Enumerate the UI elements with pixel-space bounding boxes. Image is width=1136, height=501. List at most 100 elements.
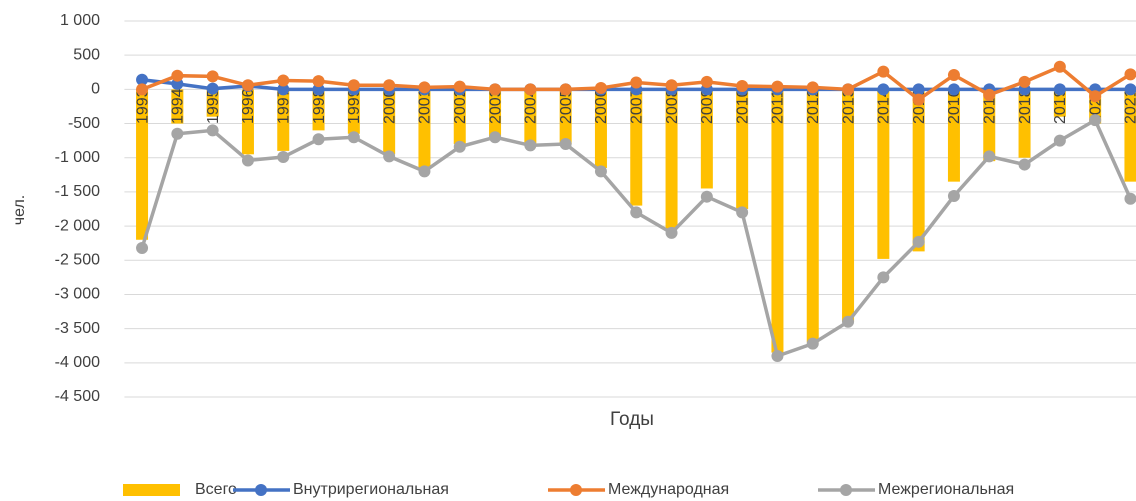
y-tick-label: 500 [73,46,100,63]
marker [877,65,890,78]
legend-label: Межрегиональная [878,481,1014,498]
x-tick-label: 2009 [699,88,716,124]
x-tick-label: 2006 [593,88,610,124]
bar [277,89,290,151]
bar [877,89,890,259]
marker [489,83,502,96]
marker [912,93,925,106]
y-tick-label: -2 000 [55,217,100,234]
y-tick-label: -3 000 [55,286,100,303]
y-tick-label: -4 000 [55,354,100,371]
marker [489,131,502,144]
marker [842,315,855,328]
bar [136,89,149,240]
legend-label: Международная [608,481,729,498]
x-tick-label: 1995 [205,88,222,124]
x-tick-label: 2010 [734,88,751,124]
marker [206,124,219,137]
marker [947,190,960,203]
marker [947,69,960,82]
x-tick-label: 2005 [558,88,575,124]
bar [524,89,537,145]
x-tick-label: 2001 [417,88,434,124]
marker [630,206,643,219]
y-tick-label: -2 500 [55,251,100,268]
x-tick-label: 2008 [664,88,681,124]
marker [912,83,925,96]
x-tick-label: 1997 [275,88,292,124]
bar [1124,89,1136,182]
y-tick-label: -4 500 [55,388,100,405]
marker [136,241,149,254]
marker [171,69,184,82]
bar [736,89,749,209]
x-tick-label: 2007 [628,88,645,124]
x-tick-label: 2012 [805,88,822,124]
marker [383,150,396,163]
x-tick-label: 1999 [346,88,363,124]
marker [1018,75,1031,88]
bar [947,89,960,182]
marker [312,133,325,146]
x-tick-label: 2002 [452,88,469,124]
x-tick-label: 2016 [946,88,963,124]
marker [277,74,290,87]
marker [559,83,572,96]
marker [947,83,960,96]
marker [1124,68,1136,81]
marker [453,80,466,93]
x-tick-label: 2000 [381,88,398,124]
marker [1124,83,1136,96]
marker [136,73,149,86]
y-tick-label: -1 000 [55,149,100,166]
marker [206,82,219,95]
legend-label: Всего [195,481,237,498]
marker [912,235,925,248]
marker [453,140,466,153]
bar [453,89,466,145]
marker [1053,60,1066,73]
x-tick-label: 1994 [170,88,187,124]
marker [1018,158,1031,171]
y-tick-label: 1 000 [60,12,100,29]
bar [312,89,325,131]
marker [594,81,607,94]
x-tick-label: 1993 [134,88,151,124]
bar [700,89,713,189]
bar [630,89,643,206]
marker [418,81,431,94]
bar [559,89,572,145]
x-tick-label: 1996 [240,88,257,124]
marker [277,83,290,96]
y-axis-label: чел. [11,195,28,225]
legend-swatch [255,484,267,496]
marker [312,83,325,96]
x-tick-label: 2003 [487,88,504,124]
marker [524,139,537,152]
bar [983,89,996,162]
bar [489,89,502,138]
marker [171,127,184,140]
x-tick-label: 2018 [1017,88,1034,124]
marker [171,77,184,90]
marker [241,79,254,92]
marker [206,70,219,83]
marker [1053,134,1066,147]
x-tick-label: 1998 [311,88,328,124]
bar [912,89,925,252]
marker [1053,83,1066,96]
bar [206,89,219,117]
marker [842,83,855,96]
marker [347,79,360,92]
marker [771,80,784,93]
marker [312,75,325,88]
bar [842,89,855,322]
marker [771,349,784,362]
x-tick-label: 2014 [876,88,893,124]
marker [806,81,819,94]
bar [418,89,431,168]
marker [877,83,890,96]
marker [983,150,996,163]
marker [1124,192,1136,205]
bar [383,89,396,155]
